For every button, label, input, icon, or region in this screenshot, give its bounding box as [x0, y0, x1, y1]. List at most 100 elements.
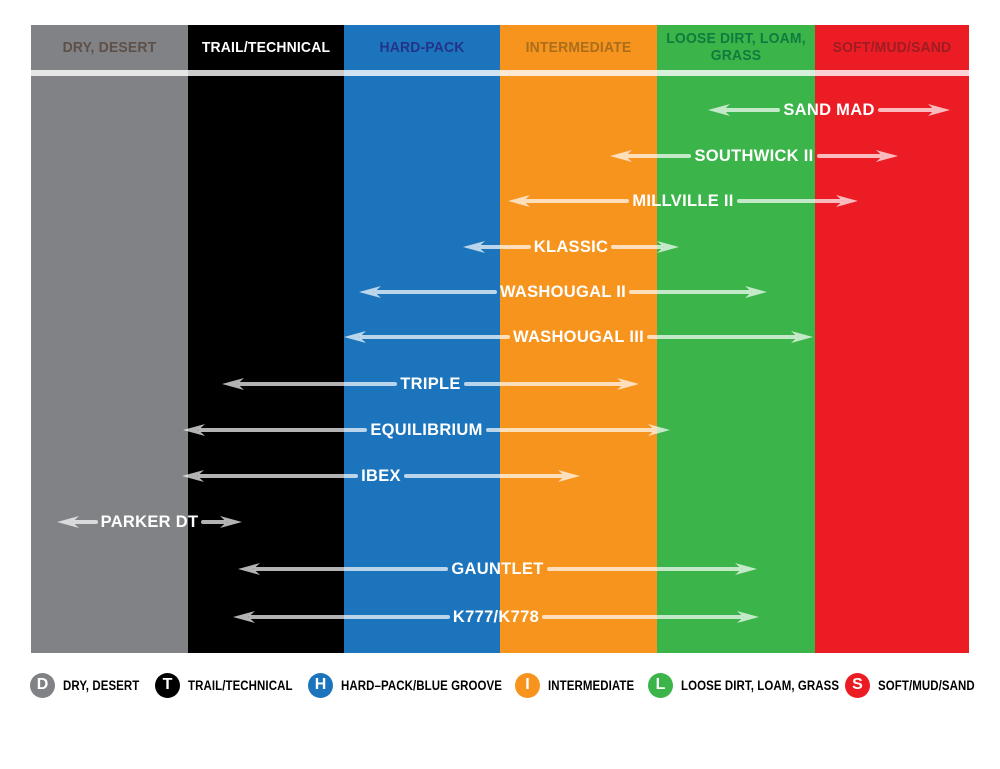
legend-item: S SOFT/MUD/SAND — [845, 672, 992, 698]
arrow-shaft — [626, 154, 692, 158]
legend-badge-icon: T — [155, 672, 180, 698]
tire-range-row: SOUTHWICK II — [610, 145, 898, 167]
arrow-shaft — [199, 428, 368, 432]
arrowhead-left-icon — [610, 150, 632, 162]
arrow-shaft — [542, 615, 743, 619]
arrowhead-right-icon — [791, 331, 813, 343]
arrow-shaft — [403, 474, 564, 478]
legend-label: LOOSE DIRT, LOAM, GRASS — [681, 677, 840, 693]
arrowhead-left-icon — [57, 516, 79, 528]
arrowhead-right-icon — [737, 611, 759, 623]
arrowhead-left-icon — [238, 563, 260, 575]
arrow-shaft — [238, 382, 398, 386]
legend-item: L LOOSE DIRT, LOAM, GRASS — [648, 672, 867, 698]
legend-label: HARD–PACK/BLUE GROOVE — [341, 677, 502, 693]
arrowhead-left-icon — [508, 195, 530, 207]
arrowhead-right-icon — [928, 104, 951, 116]
tire-range-row: K777/K778 — [233, 606, 759, 628]
terrain-column-dry-desert: DRY, DESERT — [31, 25, 188, 653]
tire-range-row: WASHOUGAL III — [344, 326, 813, 348]
tire-model-label: EQUILIBRIUM — [370, 420, 483, 439]
arrow-shaft — [360, 335, 510, 339]
arrow-shaft — [201, 520, 227, 524]
arrowhead-right-icon — [648, 424, 671, 436]
arrowhead-left-icon — [222, 378, 244, 390]
terrain-column-header: TRAIL/TECHNICAL — [201, 38, 331, 56]
arrow-shaft — [198, 474, 359, 478]
tire-range-row: WASHOUGAL II — [359, 281, 768, 303]
arrowhead-left-icon — [463, 241, 485, 253]
legend-item: T TRAIL/TECHNICAL — [155, 672, 311, 698]
arrowhead-left-icon — [708, 104, 730, 116]
legend-badge-icon: L — [648, 672, 673, 698]
legend-badge-icon: H — [308, 672, 333, 698]
arrow-shaft — [816, 154, 882, 158]
arrow-shaft — [736, 199, 842, 203]
tire-range-row: TRIPLE — [222, 373, 639, 395]
legend-label: SOFT/MUD/SAND — [878, 677, 975, 693]
legend-item: H HARD–PACK/BLUE GROOVE — [308, 672, 530, 698]
header-divider — [31, 70, 969, 76]
tire-model-label: PARKER DT — [100, 512, 199, 531]
arrow-shaft — [249, 615, 450, 619]
arrow-shaft — [524, 199, 630, 203]
legend-label: TRAIL/TECHNICAL — [188, 677, 293, 693]
tire-model-label: K777/K778 — [452, 607, 540, 626]
arrowhead-left-icon — [233, 611, 255, 623]
arrowhead-left-icon — [359, 286, 381, 298]
legend-label: DRY, DESERT — [63, 677, 140, 693]
tire-model-label: SAND MAD — [783, 100, 875, 119]
arrow-shaft — [463, 382, 623, 386]
legend-item: I INTERMEDIATE — [515, 672, 649, 698]
tire-model-label: IBEX — [361, 466, 401, 485]
tire-model-label: GAUNTLET — [451, 559, 544, 578]
arrowhead-left-icon — [344, 331, 366, 343]
arrow-shaft — [73, 520, 98, 524]
arrowhead-right-icon — [657, 241, 679, 253]
arrow-shaft — [546, 567, 742, 571]
arrow-shaft — [611, 245, 663, 249]
tire-range-row: SAND MAD — [708, 99, 951, 121]
arrowhead-right-icon — [745, 286, 768, 298]
tire-model-label: WASHOUGAL II — [499, 282, 627, 301]
terrain-column-loose-dirt: LOOSE DIRT, LOAM, GRASS — [657, 25, 815, 653]
arrowhead-right-icon — [735, 563, 758, 575]
legend-label: INTERMEDIATE — [548, 677, 635, 693]
terrain-column-header: HARD-PACK — [379, 38, 465, 56]
arrowhead-left-icon — [182, 470, 204, 482]
tire-model-label: KLASSIC — [533, 237, 609, 256]
arrowhead-right-icon — [617, 378, 639, 390]
tire-model-label: MILLVILLE II — [632, 191, 734, 210]
arrowhead-right-icon — [220, 516, 243, 528]
terrain-column-soft-mud: SOFT/MUD/SAND — [815, 25, 969, 653]
arrow-shaft — [724, 108, 781, 112]
legend-badge-icon: D — [30, 672, 55, 698]
tire-range-row: MILLVILLE II — [508, 190, 858, 212]
arrow-shaft — [479, 245, 531, 249]
legend-badge-icon: I — [515, 672, 540, 698]
tire-model-label: TRIPLE — [400, 374, 461, 393]
arrowhead-right-icon — [836, 195, 858, 207]
legend-item: D DRY, DESERT — [30, 672, 153, 698]
arrow-shaft — [254, 567, 449, 571]
arrow-shaft — [485, 428, 655, 432]
arrow-shaft — [375, 290, 497, 294]
terrain-column-hard-pack: HARD-PACK — [344, 25, 500, 653]
arrowhead-left-icon — [183, 424, 205, 436]
arrowhead-right-icon — [558, 470, 580, 482]
terrain-column-header: DRY, DESERT — [62, 38, 157, 56]
tire-model-label: SOUTHWICK II — [694, 146, 814, 165]
terrain-column-header: SOFT/MUD/SAND — [832, 38, 952, 56]
arrow-shaft — [629, 290, 752, 294]
arrow-shaft — [877, 108, 935, 112]
tire-range-row: PARKER DT — [57, 511, 243, 533]
legend-badge-icon: S — [845, 672, 870, 698]
terrain-column-header: LOOSE DIRT, LOAM, GRASS — [666, 30, 806, 64]
terrain-column-header: INTERMEDIATE — [525, 38, 632, 56]
arrow-shaft — [647, 335, 797, 339]
arrowhead-right-icon — [876, 150, 898, 162]
tire-range-row: IBEX — [182, 465, 580, 487]
tire-range-row: EQUILIBRIUM — [183, 419, 671, 441]
terrain-column-trail: TRAIL/TECHNICAL — [188, 25, 344, 653]
